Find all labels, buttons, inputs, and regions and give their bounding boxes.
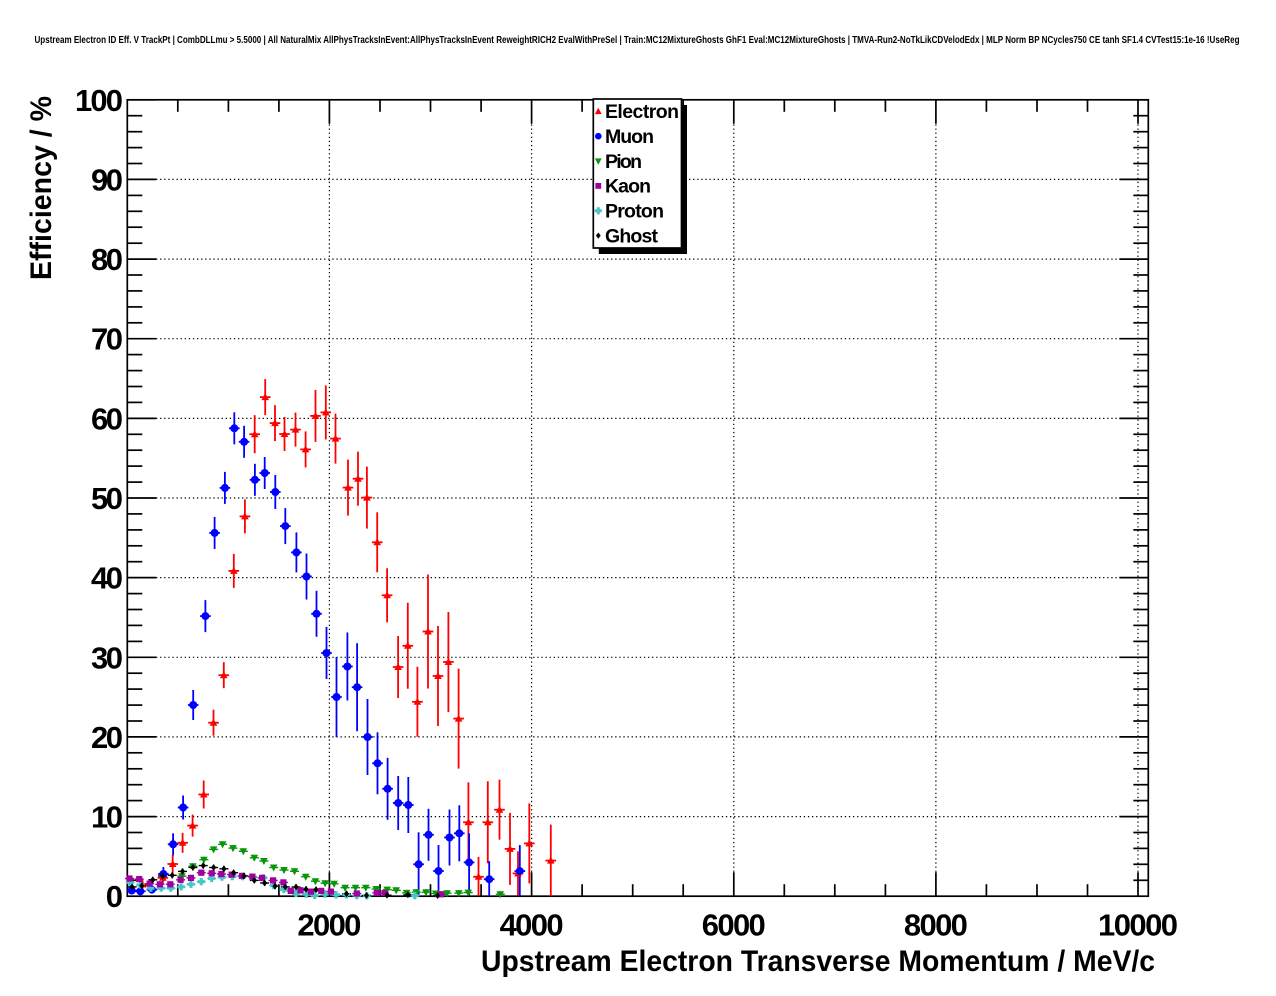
svg-text:50: 50 [91,481,123,516]
svg-text:30: 30 [91,640,123,675]
svg-text:Ghost: Ghost [605,225,659,247]
svg-text:100: 100 [75,83,123,118]
svg-text:Proton: Proton [605,201,664,223]
svg-text:70: 70 [91,322,123,357]
svg-text:20: 20 [91,720,123,755]
svg-text:8000: 8000 [904,908,968,943]
svg-text:Efficiency / %: Efficiency / % [25,96,58,280]
svg-text:0: 0 [106,879,123,914]
svg-text:6000: 6000 [702,908,766,943]
svg-text:90: 90 [91,162,123,197]
svg-text:10: 10 [91,800,123,835]
svg-text:10000: 10000 [1098,908,1178,943]
svg-text:Kaon: Kaon [605,176,651,198]
svg-text:Muon: Muon [605,126,654,148]
svg-text:60: 60 [91,401,123,436]
svg-text:2000: 2000 [297,908,361,943]
svg-text:Upstream Electron Transverse M: Upstream Electron Transverse Momentum / … [481,945,1155,978]
svg-text:Upstream Electron ID Eff. V Tr: Upstream Electron ID Eff. V TrackPt | Co… [35,34,1240,46]
svg-text:Pion: Pion [605,151,642,173]
svg-text:Electron: Electron [605,101,679,123]
svg-text:80: 80 [91,242,123,277]
svg-text:4000: 4000 [500,908,564,943]
svg-text:40: 40 [91,561,123,596]
